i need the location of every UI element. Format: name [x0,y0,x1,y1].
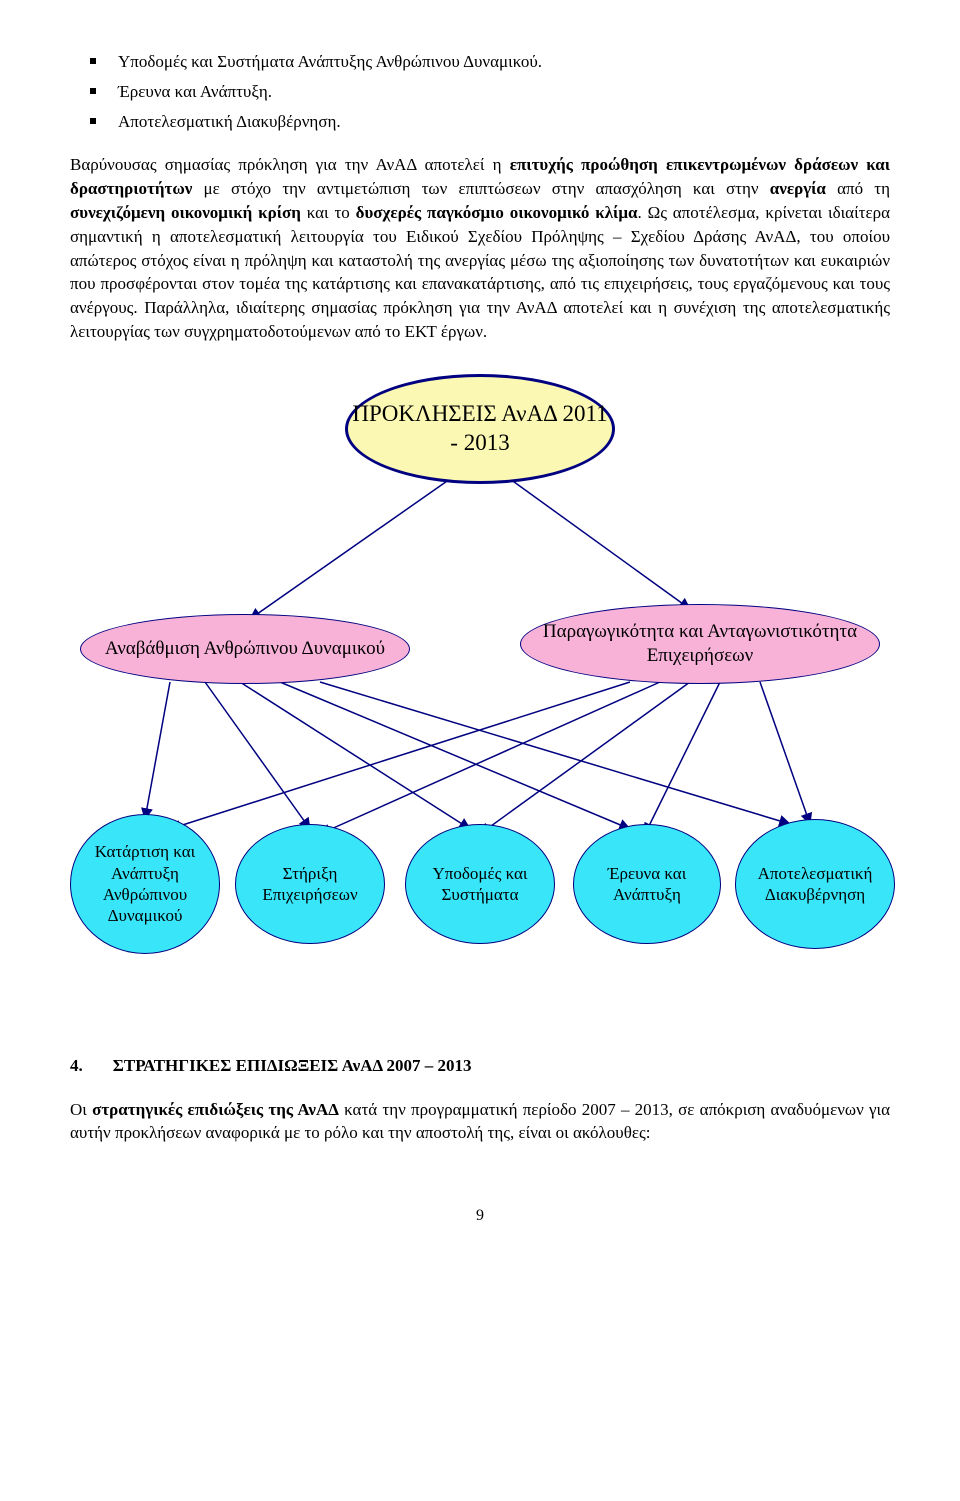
node-label: Στήριξη Επιχειρήσεων [236,863,384,906]
arrow [170,682,630,829]
arrow [480,682,690,834]
closing-paragraph: Οι στρατηγικές επιδιώξεις της ΑνΑΔ κατά … [70,1098,890,1146]
arrow [510,479,690,609]
node-leaf: Στήριξη Επιχειρήσεων [235,824,385,944]
bullet-icon [90,88,96,94]
arrow [320,682,660,834]
arrow [760,682,810,824]
bullet-text: Έρευνα και Ανάπτυξη. [118,80,272,104]
arrow [280,682,630,829]
bullet-text: Υποδομές και Συστήματα Ανάπτυξης Ανθρώπι… [118,50,542,74]
arrow [320,682,790,824]
node-mid-right: Παραγωγικότητα και Ανταγωνιστικότητα Επι… [520,604,880,684]
arrow [250,479,450,619]
node-label: Έρευνα και Ανάπτυξη [574,863,720,906]
node-label: Υποδομές και Συστήματα [406,863,554,906]
section-title: ΣΤΡΑΤΗΓΙΚΕΣ ΕΠΙΔΙΩΞΕΙΣ ΑνΑΔ 2007 – 2013 [113,1054,472,1078]
bullet-item: Υποδομές και Συστήματα Ανάπτυξης Ανθρώπι… [70,50,890,74]
node-leaf: Υποδομές και Συστήματα [405,824,555,944]
node-leaf: Έρευνα και Ανάπτυξη [573,824,721,944]
bullet-icon [90,118,96,124]
node-leaf: Αποτελεσματική Διακυβέρνηση [735,819,895,949]
body-paragraph: Βαρύνουσας σημασίας πρόκληση για την ΑνΑ… [70,153,890,343]
node-label: Κατάρτιση και Ανάπτυξη Ανθρώπινου Δυναμι… [71,841,219,926]
node-label: Αποτελεσματική Διακυβέρνηση [736,863,894,906]
arrow [145,682,170,819]
arrow [645,682,720,834]
node-root: ΠΡΟΚΛΗΣΕΙΣ ΑνΑΔ 2011 - 2013 [345,374,615,484]
node-label: ΠΡΟΚΛΗΣΕΙΣ ΑνΑΔ 2011 - 2013 [348,400,612,458]
page-number: 9 [70,1205,890,1227]
node-mid-left: Αναβάθμιση Ανθρώπινου Δυναμικού [80,614,410,684]
bullet-icon [90,58,96,64]
arrow [240,682,470,829]
section-heading: 4. ΣΤΡΑΤΗΓΙΚΕΣ ΕΠΙΔΙΩΞΕΙΣ ΑνΑΔ 2007 – 20… [70,1054,890,1078]
bullet-item: Αποτελεσματική Διακυβέρνηση. [70,110,890,134]
node-leaf: Κατάρτιση και Ανάπτυξη Ανθρώπινου Δυναμι… [70,814,220,954]
bullet-text: Αποτελεσματική Διακυβέρνηση. [118,110,341,134]
node-label: Παραγωγικότητα και Ανταγωνιστικότητα Επι… [521,620,879,668]
diagram: ΠΡΟΚΛΗΣΕΙΣ ΑνΑΔ 2011 - 2013 Αναβάθμιση Α… [70,374,890,1014]
bullet-item: Έρευνα και Ανάπτυξη. [70,80,890,104]
bullet-list: Υποδομές και Συστήματα Ανάπτυξης Ανθρώπι… [70,50,890,133]
section-number: 4. [70,1054,83,1078]
node-label: Αναβάθμιση Ανθρώπινου Δυναμικού [105,637,385,661]
arrow [205,682,310,829]
